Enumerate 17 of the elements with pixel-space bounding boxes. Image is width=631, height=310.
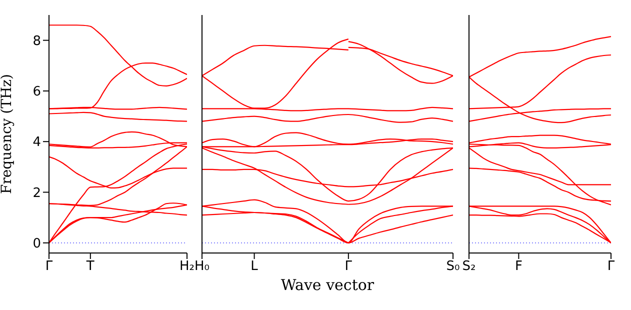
x-tick-label: Γ	[344, 259, 353, 274]
y-tick-label: 0	[32, 236, 41, 252]
x-tick-label: T	[85, 259, 94, 274]
y-tick-label: 2	[32, 186, 41, 201]
x-tick-label: F	[514, 259, 522, 274]
x-tick-label: H₂	[180, 259, 194, 274]
y-tick-label: 4	[32, 135, 41, 150]
x-tick-label: L	[250, 259, 259, 274]
y-axis-title: Frequency (THz)	[0, 74, 15, 194]
x-axis-title: Wave vector	[280, 276, 376, 294]
x-tick-label: Γ	[607, 259, 616, 274]
y-tick-label: 8	[32, 34, 41, 49]
y-tick-label: 6	[32, 84, 41, 100]
x-tick-label: Γ	[45, 259, 54, 274]
x-tick-label: S₂	[462, 259, 476, 274]
x-tick-label: S₀	[446, 259, 460, 274]
x-tick-label: H₀	[194, 259, 210, 274]
